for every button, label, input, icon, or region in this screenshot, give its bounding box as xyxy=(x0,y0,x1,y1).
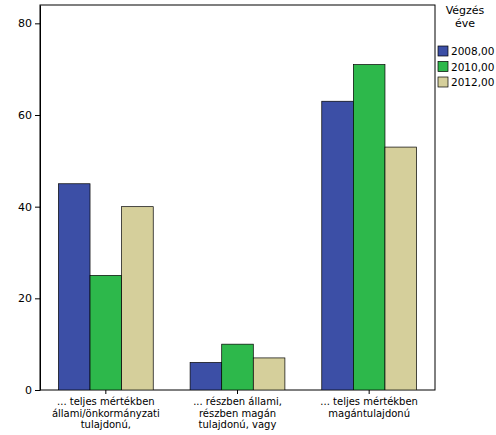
legend-label: 2012,00 xyxy=(451,76,494,88)
y-tick: 60 xyxy=(18,109,40,122)
y-tick: 20 xyxy=(18,292,40,305)
x-axis: ... teljes mértékbenállami/önkormányzati… xyxy=(52,390,418,430)
x-tick-label: ... részben állami,részben magántulajdon… xyxy=(193,396,282,430)
bar xyxy=(222,344,254,390)
x-tick-mark xyxy=(105,390,106,394)
y-tick: 80 xyxy=(18,17,40,30)
bar xyxy=(58,184,90,390)
legend-swatch xyxy=(438,46,448,56)
bar xyxy=(322,101,354,390)
bar xyxy=(385,147,417,390)
bar xyxy=(353,65,385,390)
legend-label: 2008,00 xyxy=(451,45,494,57)
y-axis: 0 20 40 60 80 xyxy=(18,6,41,398)
plot-frame xyxy=(40,5,435,390)
bar xyxy=(253,358,285,390)
x-tick-label: ... teljes mértékbenmagántulajdonú xyxy=(320,396,418,419)
y-tick-label: 40 xyxy=(18,201,32,214)
chart: 0 20 40 60 80 ... teljes mértékbenállami/önko… xyxy=(0,0,496,435)
y-tick-label: 80 xyxy=(18,17,32,30)
bars xyxy=(58,65,416,390)
y-tick-mark xyxy=(35,115,40,116)
y-tick-mark xyxy=(35,390,40,391)
bar xyxy=(190,363,222,391)
legend-swatch xyxy=(438,62,448,72)
y-tick-label: 20 xyxy=(18,292,32,305)
legend: Végzéséve 2008,00 2010,00 2012,00 xyxy=(438,4,494,88)
y-tick-label: 0 xyxy=(25,384,32,397)
y-tick-mark xyxy=(35,23,40,24)
y-tick-mark xyxy=(35,207,40,208)
y-tick-label: 60 xyxy=(18,109,32,122)
bar xyxy=(90,275,122,390)
x-tick-mark xyxy=(237,390,238,394)
y-tick: 0 xyxy=(25,384,40,397)
y-tick: 40 xyxy=(18,201,40,214)
y-axis-line xyxy=(40,6,41,391)
x-tick-mark xyxy=(369,390,370,394)
x-tick-label: ... teljes mértékbenállami/önkormányzati… xyxy=(52,396,160,430)
legend-label: 2010,00 xyxy=(451,61,494,73)
y-tick-mark xyxy=(35,298,40,299)
legend-title: Végzéséve xyxy=(446,4,485,30)
legend-swatch xyxy=(438,77,448,87)
bar xyxy=(122,207,154,390)
